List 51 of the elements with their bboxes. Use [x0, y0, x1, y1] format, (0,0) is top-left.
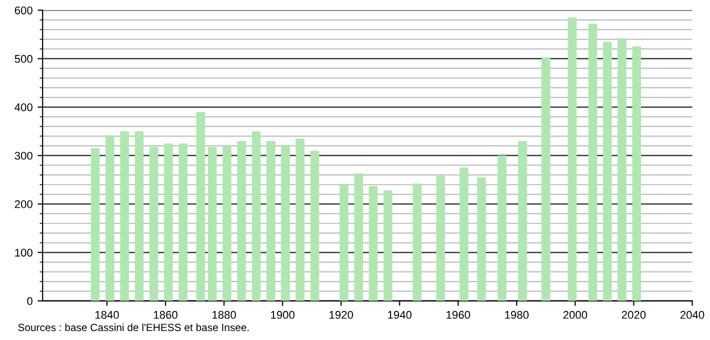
- y-tick-label: 200: [14, 200, 32, 208]
- y-tick-label: 600: [14, 6, 32, 14]
- x-tick-label: 2000: [563, 310, 588, 319]
- bar: [149, 146, 158, 301]
- x-tick-label: 1860: [154, 310, 178, 319]
- bar: [618, 38, 626, 301]
- bar: [588, 24, 598, 301]
- x-tick-label: 1900: [271, 310, 294, 319]
- bar: [518, 141, 527, 301]
- bar: [632, 46, 642, 301]
- x-tick-label: 2020: [622, 310, 646, 319]
- bar: [602, 42, 612, 301]
- x-tick-label: 2040: [680, 310, 704, 319]
- x-tick-label: 1980: [505, 310, 529, 319]
- bar: [266, 141, 276, 301]
- bar: [134, 131, 144, 301]
- bar: [384, 190, 392, 301]
- y-tick-label: 300: [14, 152, 32, 160]
- bar: [208, 146, 217, 301]
- y-tick-label: 0: [27, 297, 32, 306]
- y-tick-label: 500: [14, 54, 32, 63]
- x-tick-label: 1920: [330, 310, 354, 319]
- bar: [164, 143, 173, 301]
- bar: [340, 184, 348, 301]
- x-tick-label: 1880: [212, 310, 236, 319]
- x-tick-label: 1840: [95, 310, 119, 319]
- x-tick-label: 1960: [446, 310, 470, 319]
- bar: [542, 57, 550, 301]
- y-tick-label: 100: [15, 248, 32, 257]
- source-note: Sources : base Cassini de l'EHESS et base Insee.: [18, 323, 249, 332]
- bar: [354, 173, 364, 301]
- bar: [568, 17, 577, 301]
- bar: [178, 143, 188, 301]
- bar: [120, 131, 129, 301]
- bar: [237, 141, 246, 301]
- bar: [222, 146, 232, 301]
- bar: [281, 146, 290, 301]
- bar: [196, 112, 206, 301]
- bar: [498, 156, 506, 301]
- bar: [106, 135, 114, 301]
- bar: [412, 184, 422, 301]
- bar: [477, 177, 486, 301]
- bar: [296, 138, 305, 301]
- bar: [460, 168, 468, 301]
- bar: [368, 186, 378, 301]
- y-tick-label: 400: [14, 103, 32, 112]
- bar: [252, 131, 261, 301]
- bar: [310, 150, 320, 301]
- bar: [90, 148, 100, 301]
- x-tick-label: 1940: [388, 310, 412, 319]
- bar: [436, 176, 445, 301]
